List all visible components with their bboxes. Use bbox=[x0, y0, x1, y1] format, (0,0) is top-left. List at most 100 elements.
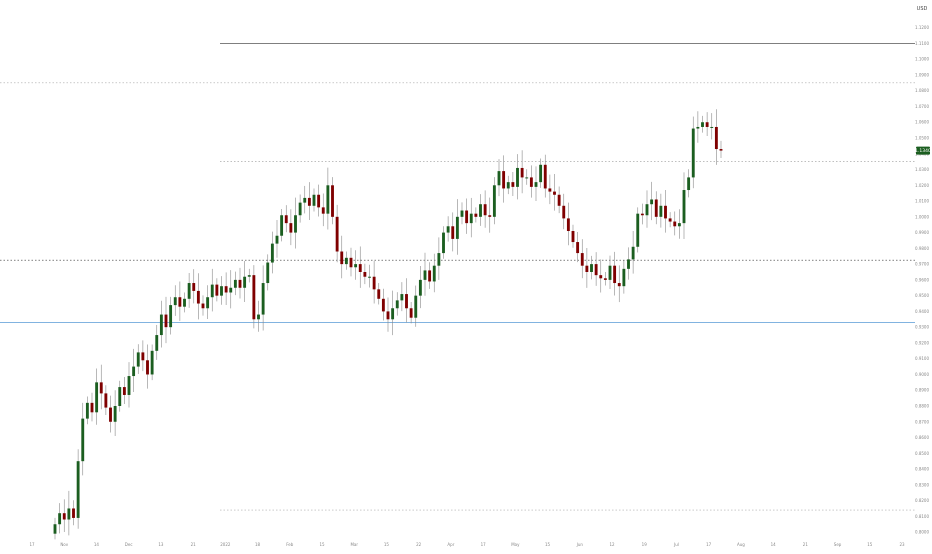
candle-body-up bbox=[275, 235, 279, 244]
candle bbox=[516, 154, 519, 200]
candle-body-up bbox=[682, 190, 686, 224]
currency-label: USD bbox=[917, 6, 928, 12]
candle bbox=[220, 276, 223, 305]
candle-body-down bbox=[520, 167, 524, 178]
candle bbox=[677, 209, 681, 239]
candle-body-up bbox=[691, 128, 695, 178]
candle bbox=[714, 109, 718, 165]
candle bbox=[284, 205, 288, 233]
candle bbox=[109, 395, 112, 433]
candle bbox=[386, 297, 390, 332]
candle bbox=[580, 239, 584, 279]
candle-body-down bbox=[474, 213, 478, 217]
y-tick-label: 0.8600 bbox=[915, 435, 929, 440]
candle bbox=[654, 191, 658, 225]
candle bbox=[72, 500, 75, 526]
price-axis[interactable]: 1.1200 1.1100 1.1000 1.0900 1.0800 1.0700 1.06… bbox=[915, 25, 929, 534]
candle bbox=[317, 184, 321, 217]
candle bbox=[548, 174, 552, 205]
candle bbox=[155, 324, 159, 360]
candle-body-up bbox=[206, 297, 210, 309]
candle bbox=[136, 344, 140, 374]
current-price-tag: 1.1340 bbox=[915, 146, 931, 155]
candle bbox=[187, 272, 191, 308]
candle-body-up bbox=[354, 264, 358, 268]
candle bbox=[640, 203, 644, 225]
candle bbox=[150, 344, 154, 381]
x-tick-label: Apr bbox=[447, 542, 454, 547]
candle-body-up bbox=[183, 298, 186, 307]
candle-body-down bbox=[613, 265, 617, 284]
candle bbox=[543, 154, 547, 198]
candle bbox=[62, 499, 66, 532]
candle bbox=[534, 166, 538, 202]
candle bbox=[650, 181, 654, 221]
candle-body-up bbox=[539, 164, 543, 183]
y-tick-label: 0.8300 bbox=[915, 482, 929, 487]
candle-body-down bbox=[405, 294, 408, 309]
y-tick-label: 0.9300 bbox=[915, 325, 929, 330]
y-tick-label: 0.8900 bbox=[915, 388, 929, 393]
candle-body-up bbox=[58, 513, 62, 525]
candle bbox=[557, 186, 561, 214]
x-tick-label: Mar bbox=[350, 542, 358, 547]
y-tick-label: 1.0200 bbox=[915, 183, 929, 188]
candle bbox=[76, 449, 80, 529]
candle-body-down bbox=[201, 303, 205, 309]
candle-body-down bbox=[196, 290, 200, 304]
candles bbox=[53, 109, 723, 540]
candle bbox=[442, 226, 445, 259]
candle-body-up bbox=[127, 376, 131, 395]
candle-body-up bbox=[220, 286, 223, 296]
candle-body-down bbox=[72, 508, 75, 518]
candle bbox=[608, 255, 612, 289]
candle-body-up bbox=[368, 276, 371, 278]
candle bbox=[400, 282, 404, 312]
candle-body-down bbox=[122, 387, 126, 395]
candle bbox=[312, 188, 316, 212]
x-tick-label: Dec bbox=[125, 542, 133, 547]
candle-body-up bbox=[400, 294, 404, 301]
candle-body-up bbox=[95, 382, 99, 413]
candle bbox=[460, 202, 464, 225]
x-tick-label: 13 bbox=[158, 542, 164, 547]
time-axis[interactable]: 17 Nov 14 Dec 13 21 2022 18 Feb 15 Mar 15 22 Apr 17 May… bbox=[29, 542, 905, 547]
y-tick-label: 1.1200 bbox=[915, 25, 929, 30]
candle bbox=[395, 292, 399, 316]
candle-body-up bbox=[479, 204, 482, 217]
candle bbox=[229, 270, 233, 309]
y-tick-label: 1.0700 bbox=[915, 104, 929, 109]
candle-body-up bbox=[150, 350, 154, 375]
candle bbox=[594, 252, 598, 286]
candle-body-up bbox=[303, 197, 307, 203]
y-tick-label: 0.9200 bbox=[915, 340, 929, 345]
candle-body-up bbox=[437, 253, 441, 266]
candle-body-down bbox=[321, 207, 325, 214]
candle-body-up bbox=[53, 524, 57, 534]
candle bbox=[326, 167, 330, 230]
candle bbox=[303, 185, 307, 214]
candle-body-up bbox=[423, 270, 427, 280]
candle bbox=[289, 209, 293, 246]
candle bbox=[437, 237, 441, 280]
candle bbox=[539, 158, 543, 188]
candle bbox=[90, 392, 94, 422]
candle bbox=[525, 169, 529, 185]
candle bbox=[432, 253, 436, 293]
x-tick-label: 18 bbox=[255, 542, 261, 547]
candle-body-down bbox=[668, 218, 672, 222]
candle-body-down bbox=[289, 223, 293, 233]
candle bbox=[469, 197, 473, 238]
candle bbox=[298, 194, 302, 223]
candle-body-down bbox=[62, 513, 66, 520]
candle-body-down bbox=[358, 264, 362, 272]
candle-body-down bbox=[340, 251, 344, 265]
y-tick-label: 1.1100 bbox=[915, 41, 929, 46]
candle bbox=[372, 260, 376, 304]
candle-body-up bbox=[710, 126, 714, 128]
candle bbox=[247, 268, 251, 283]
candle bbox=[358, 246, 362, 288]
candle bbox=[132, 348, 136, 392]
candle bbox=[141, 340, 145, 372]
candle-body-down bbox=[566, 218, 570, 232]
